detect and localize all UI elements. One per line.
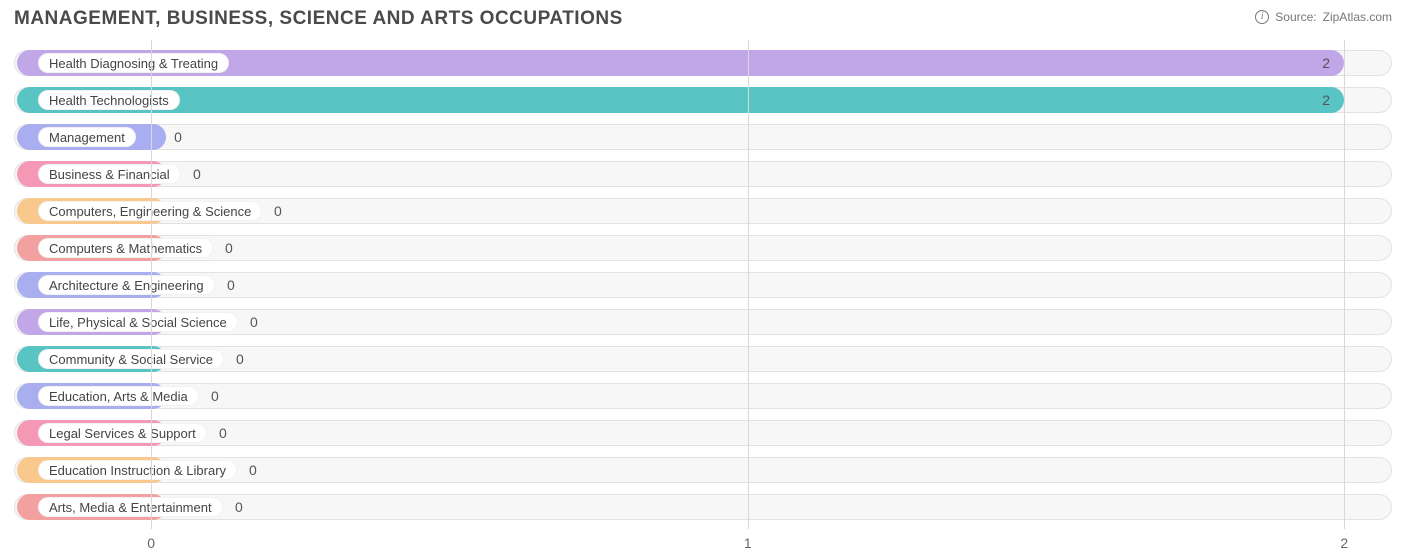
value-label: 0 (236, 346, 244, 372)
value-label: 0 (193, 161, 201, 187)
category-label: Business & Financial (38, 164, 181, 184)
gridline (1344, 40, 1345, 529)
category-label: Management (38, 127, 136, 147)
value-label: 0 (219, 420, 227, 446)
x-tick-label: 0 (147, 535, 155, 551)
bar-rows: Health Diagnosing & Treating2Health Tech… (14, 40, 1392, 529)
gridline (151, 40, 152, 529)
bar-track (14, 235, 1392, 261)
bar-row: Life, Physical & Social Science 0 (14, 309, 1392, 335)
category-label: Health Diagnosing & Treating (38, 53, 229, 73)
bar-row: Legal Services & Support 0 (14, 420, 1392, 446)
bar-track (14, 161, 1392, 187)
x-tick-label: 1 (744, 535, 752, 551)
category-label: Computers, Engineering & Science (38, 201, 262, 221)
category-label: Computers & Mathematics (38, 238, 213, 258)
bar-row: Arts, Media & Entertainment 0 (14, 494, 1392, 520)
value-label: 0 (235, 494, 243, 520)
category-label: Legal Services & Support (38, 423, 207, 443)
category-label: Arts, Media & Entertainment (38, 497, 223, 517)
value-label: 2 (1322, 50, 1330, 76)
bar-row: Architecture & Engineering 0 (14, 272, 1392, 298)
source-prefix: Source: (1275, 10, 1316, 24)
x-tick-label: 2 (1340, 535, 1348, 551)
value-label: 0 (249, 457, 257, 483)
chart-title: MANAGEMENT, BUSINESS, SCIENCE AND ARTS O… (14, 8, 623, 30)
value-label: 0 (225, 235, 233, 261)
bar-row: Education Instruction & Library 0 (14, 457, 1392, 483)
bar-row: Health Technologists 2 (14, 87, 1392, 113)
value-label: 0 (227, 272, 235, 298)
bar-track (14, 124, 1392, 150)
bar-row: Computers, Engineering & Science 0 (14, 198, 1392, 224)
category-label: Community & Social Service (38, 349, 224, 369)
bar-row: Health Diagnosing & Treating 2 (14, 50, 1392, 76)
bar-row: Computers & Mathematics 0 (14, 235, 1392, 261)
value-label: 2 (1322, 87, 1330, 113)
gridline (748, 40, 749, 529)
category-label: Life, Physical & Social Science (38, 312, 238, 332)
value-label: 0 (211, 383, 219, 409)
bar-row: Business & Financial 0 (14, 161, 1392, 187)
category-label: Architecture & Engineering (38, 275, 215, 295)
bar-row: Education, Arts & Media 0 (14, 383, 1392, 409)
bar-track (14, 272, 1392, 298)
source-name: ZipAtlas.com (1323, 10, 1392, 24)
bar-row: Management 0 (14, 124, 1392, 150)
value-label: 0 (174, 124, 182, 150)
info-icon: i (1255, 10, 1269, 24)
category-label: Education Instruction & Library (38, 460, 237, 480)
bar-track (14, 383, 1392, 409)
category-label: Health Technologists (38, 90, 180, 110)
category-label: Education, Arts & Media (38, 386, 199, 406)
value-label: 0 (274, 198, 282, 224)
chart-source: i Source: ZipAtlas.com (1255, 10, 1392, 24)
chart-container: MANAGEMENT, BUSINESS, SCIENCE AND ARTS O… (0, 0, 1406, 559)
bar-row: Community & Social Service 0 (14, 346, 1392, 372)
plot-area: Health Diagnosing & Treating2Health Tech… (14, 40, 1392, 529)
bar (17, 87, 1344, 113)
value-label: 0 (250, 309, 258, 335)
